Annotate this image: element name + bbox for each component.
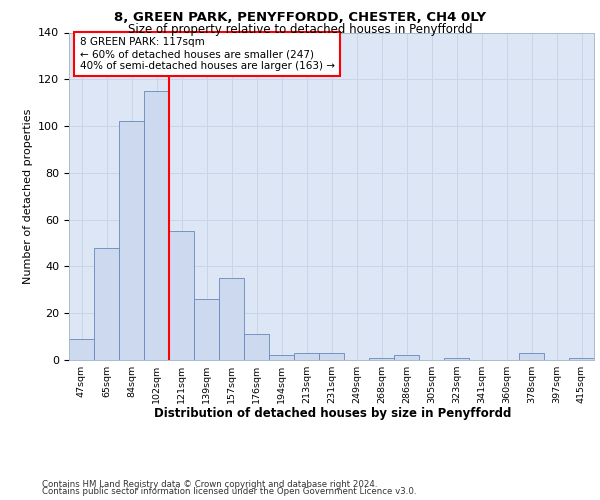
Text: Contains HM Land Registry data © Crown copyright and database right 2024.: Contains HM Land Registry data © Crown c… [42,480,377,489]
Bar [144,91,169,360]
Bar [394,356,419,360]
Bar [219,278,244,360]
Y-axis label: Number of detached properties: Number of detached properties [23,108,32,284]
Bar [119,122,144,360]
Text: 8 GREEN PARK: 117sqm
← 60% of detached houses are smaller (247)
40% of semi-deta: 8 GREEN PARK: 117sqm ← 60% of detached h… [79,38,335,70]
Text: Distribution of detached houses by size in Penyffordd: Distribution of detached houses by size … [154,408,512,420]
Bar [269,356,294,360]
Text: 8, GREEN PARK, PENYFFORDD, CHESTER, CH4 0LY: 8, GREEN PARK, PENYFFORDD, CHESTER, CH4 … [114,11,486,24]
Bar [244,334,269,360]
Bar [69,339,94,360]
Bar [319,353,344,360]
Bar [369,358,394,360]
Bar [194,299,219,360]
Bar [444,358,469,360]
Bar [94,248,119,360]
Bar [294,353,319,360]
Text: Contains public sector information licensed under the Open Government Licence v3: Contains public sector information licen… [42,487,416,496]
Bar [519,353,544,360]
Text: Size of property relative to detached houses in Penyffordd: Size of property relative to detached ho… [128,22,472,36]
Bar [169,232,194,360]
Bar [569,358,594,360]
